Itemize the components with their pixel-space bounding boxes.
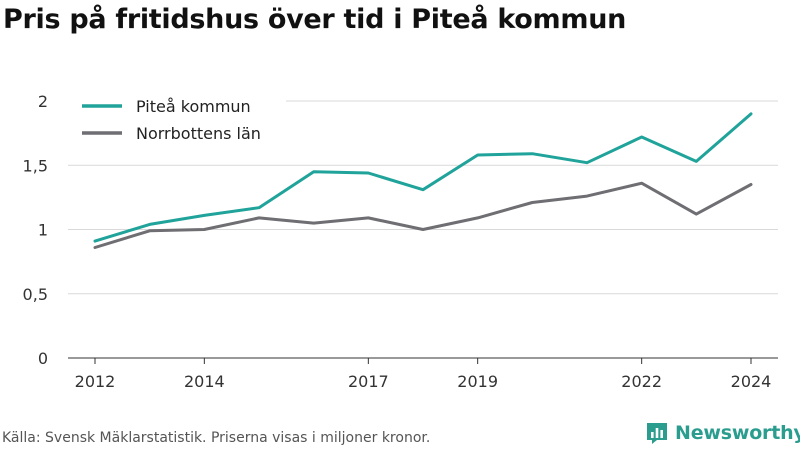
x-tick-label: 2019 (457, 372, 498, 391)
x-tick-label: 2012 (75, 372, 116, 391)
y-tick-label: 0 (38, 349, 48, 368)
chart-title: Pris på fritidshus över tid i Piteå komm… (3, 4, 627, 35)
y-tick-label: 2 (38, 92, 48, 111)
source-note: Källa: Svensk Mäklarstatistik. Priserna … (2, 430, 431, 446)
x-tick-label: 2022 (621, 372, 662, 391)
x-tick-label: 2017 (348, 372, 389, 391)
y-tick-label: 1 (38, 221, 48, 240)
x-tick-label: 2014 (184, 372, 225, 391)
series-line-2 (93, 181, 753, 249)
y-tick-label: 0,5 (23, 285, 48, 304)
x-tick-label: 2024 (731, 372, 772, 391)
legend-label: Piteå kommun (136, 97, 251, 116)
brand-name: Newsworthy (675, 422, 800, 444)
y-tick-label: 1,5 (23, 156, 48, 175)
line-chart: 0 0,5 1 1,5 2 2012 2014 2017 2019 2022 2024 Piteå k… (22, 80, 778, 391)
brand-logo: Newsworthy (645, 421, 800, 445)
legend-label: Norrbottens län (136, 124, 261, 143)
series-line-1 (93, 112, 753, 243)
legend-background (68, 80, 286, 138)
bar-chart-icon (647, 423, 667, 444)
